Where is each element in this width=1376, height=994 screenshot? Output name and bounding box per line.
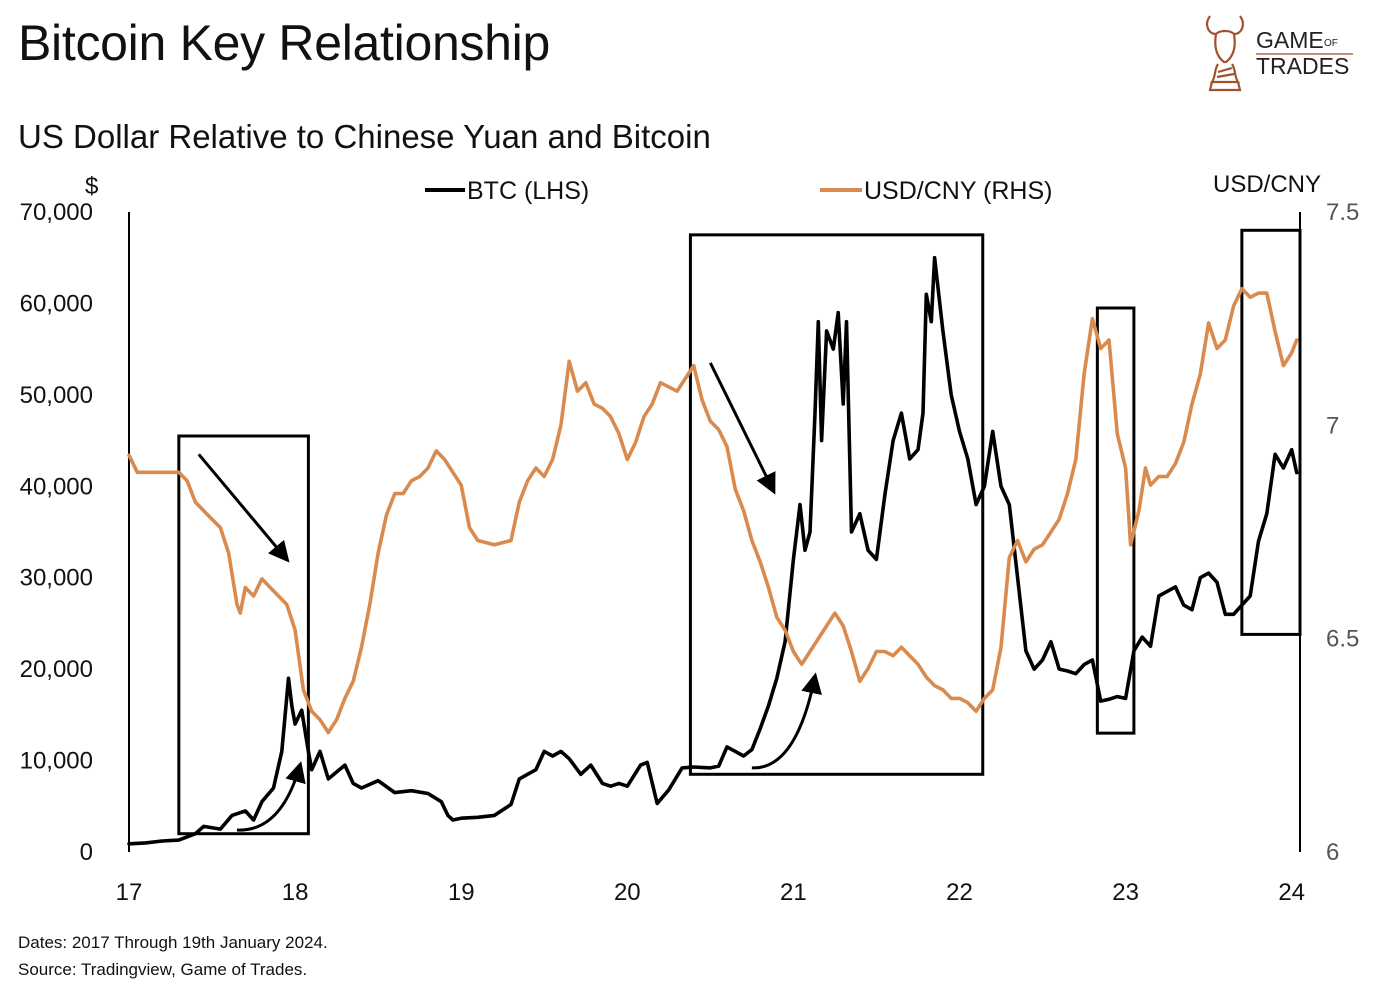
y-left-axis-label: $: [85, 173, 98, 200]
highlight-box: [688, 233, 985, 776]
series-layer: [127, 255, 1299, 846]
highlight-box: [1095, 306, 1136, 735]
highlight-boxes: [177, 228, 1302, 836]
y-right-tick-label: 6: [1326, 839, 1339, 866]
y-left-tick-label: 40,000: [20, 473, 93, 500]
y-left-tick-label: 20,000: [20, 656, 93, 683]
y-left-tick-label: 70,000: [20, 199, 93, 226]
game-of-trades-logo: GAME OF TRADES: [1206, 15, 1353, 92]
axis-labels: 0 10,000 20,000 30,000 40,000 50,000 60,000 70,…: [20, 171, 1360, 906]
source-note: Source: Tradingview, Game of Trades.: [18, 960, 308, 979]
y-left-tick-label: 50,000: [20, 382, 93, 409]
y-right-tick-label: 7: [1326, 412, 1339, 439]
legend-btc-label: BTC (LHS): [467, 177, 589, 205]
y-left-tick-label: 10,000: [20, 748, 93, 775]
y-left-tick-label: 30,000: [20, 565, 93, 592]
x-tick-label: 19: [448, 879, 475, 906]
bull-knight-icon: [1206, 15, 1244, 92]
y-left-tick-label: 0: [80, 839, 93, 866]
x-tick-label: 21: [780, 879, 807, 906]
y-right-tick-label: 7.5: [1326, 199, 1359, 226]
trend-arrow: [709, 362, 776, 495]
footer-notes: Dates: 2017 Through 19th January 2024. S…: [18, 929, 328, 983]
annotation-arrows: [197, 362, 822, 832]
x-tick-label: 22: [946, 879, 973, 906]
trend-arrow: [197, 453, 290, 563]
dates-note: Dates: 2017 Through 19th January 2024.: [18, 933, 328, 952]
curved-arrow: [751, 672, 822, 770]
chart-legend: BTC (LHS) USD/CNY (RHS): [425, 177, 1052, 205]
chart-subtitle: US Dollar Relative to Chinese Yuan and B…: [18, 118, 711, 155]
x-tick-label: 24: [1278, 879, 1305, 906]
curved-arrow: [236, 761, 306, 832]
logo-word-game: GAME: [1256, 27, 1324, 53]
highlight-box: [1240, 228, 1302, 636]
btc-series-line: [127, 255, 1299, 846]
x-tick-label: 20: [614, 879, 641, 906]
y-right-axis-label: USD/CNY: [1213, 171, 1321, 198]
y-right-tick-label: 6.5: [1326, 626, 1359, 653]
x-tick-label: 17: [116, 879, 143, 906]
logo-word-trades: TRADES: [1256, 53, 1349, 79]
logo-word-of: OF: [1324, 38, 1338, 49]
x-tick-label: 18: [282, 879, 309, 906]
usdcny-series-line: [127, 287, 1299, 735]
highlight-box: [177, 434, 310, 836]
y-left-tick-label: 60,000: [20, 290, 93, 317]
page-title: Bitcoin Key Relationship: [18, 15, 550, 71]
x-tick-label: 23: [1112, 879, 1139, 906]
legend-usdcny-label: USD/CNY (RHS): [864, 177, 1052, 205]
